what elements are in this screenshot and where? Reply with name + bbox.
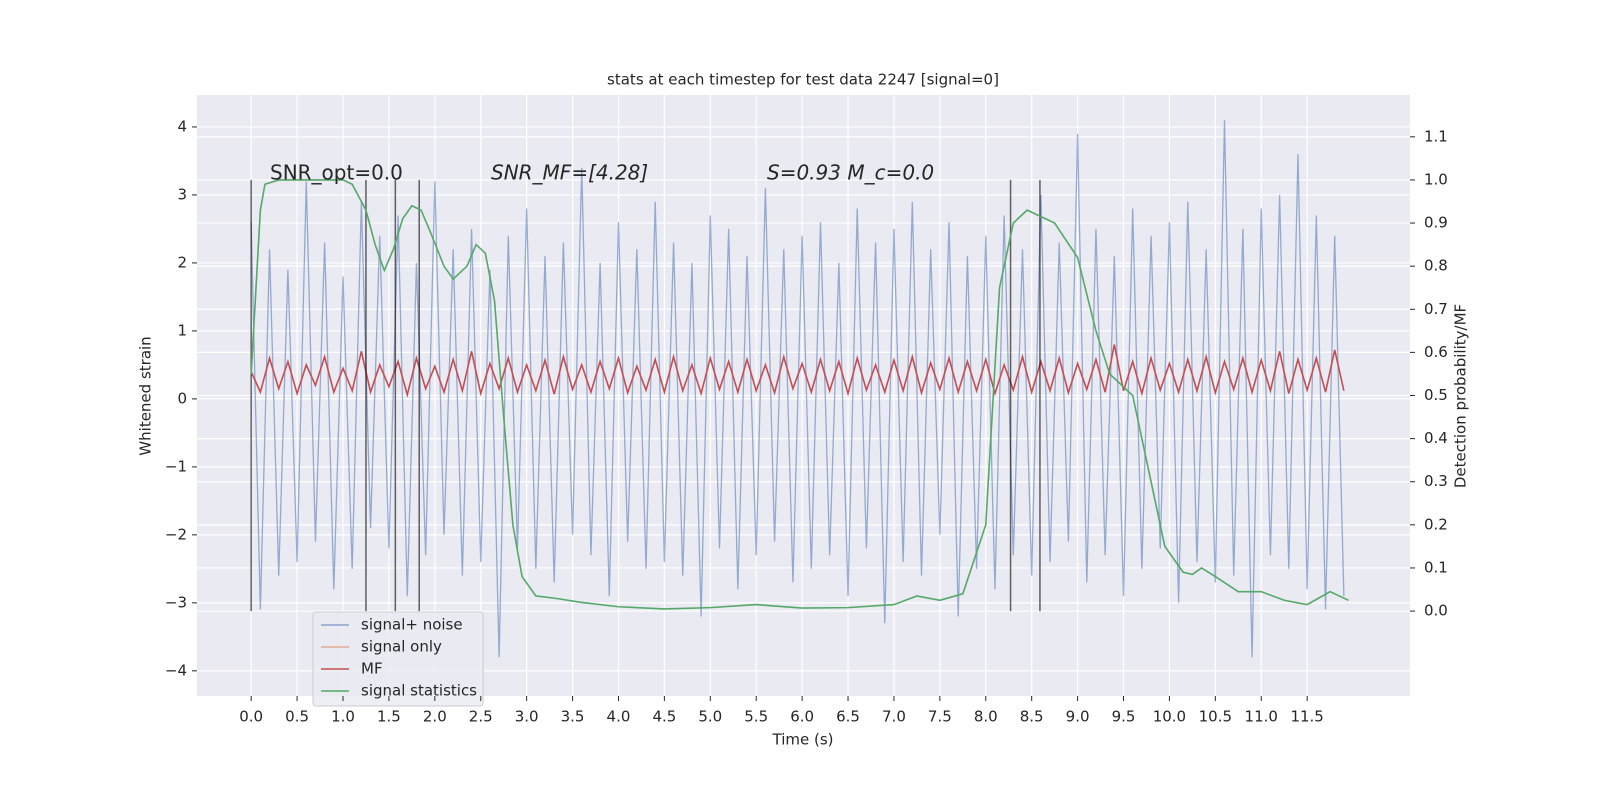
x-tick-label: 7.0	[882, 708, 906, 726]
legend-label: MF	[361, 660, 383, 678]
x-tick-label: 0.0	[239, 708, 263, 726]
x-tick-label: 5.5	[744, 708, 768, 726]
legend-label: signal statistics	[361, 682, 477, 700]
y-tick-label: 0	[177, 389, 187, 407]
x-tick-label: 6.0	[790, 708, 814, 726]
y2-tick-label: 0.9	[1424, 214, 1448, 232]
y2-tick-label: 0.2	[1424, 515, 1448, 533]
y2-tick-label: 0.7	[1424, 300, 1448, 318]
x-tick-label: 11.0	[1245, 708, 1278, 726]
x-tick-label: 10.5	[1199, 708, 1232, 726]
y-tick-label: −4	[165, 661, 187, 679]
y2-axis-label: Detection probability/MF	[1452, 304, 1470, 488]
y-tick-label: 4	[177, 117, 187, 135]
y-axis-label: Whitened strain	[137, 336, 155, 455]
x-tick-label: 4.0	[607, 708, 631, 726]
y2-tick-label: 0.8	[1424, 257, 1448, 275]
x-tick-label: 10.0	[1153, 708, 1186, 726]
x-tick-label: 4.5	[652, 708, 676, 726]
marks	[250, 120, 1349, 658]
x-tick-label: 11.5	[1290, 708, 1323, 726]
y2-tick-label: 0.5	[1424, 386, 1448, 404]
y2-tick-label: 1.1	[1424, 127, 1448, 145]
x-tick-label: 5.0	[698, 708, 722, 726]
y-tick-label: −1	[165, 457, 187, 475]
y2-tick-label: 0.0	[1424, 602, 1448, 620]
x-tick-label: 2.5	[469, 708, 493, 726]
annotation: S=0.93 M_c=0.0	[767, 161, 934, 185]
y2-tick-label: 0.4	[1424, 429, 1448, 447]
x-tick-label: 3.5	[561, 708, 585, 726]
legend-label: signal only	[361, 638, 442, 656]
x-tick-label: 6.5	[836, 708, 860, 726]
legend-box	[312, 611, 484, 707]
x-tick-label: 7.5	[928, 708, 952, 726]
legend: signal+ noise signal only MF signal statist…	[312, 611, 484, 707]
y-tick-label: 3	[177, 185, 187, 203]
y2-tick-label: 1.0	[1424, 170, 1448, 188]
x-tick-label: 1.5	[377, 708, 401, 726]
x-tick-label: 9.5	[1112, 708, 1136, 726]
y2-tick-label: 0.6	[1424, 343, 1448, 361]
series-line	[250, 120, 1345, 658]
x-tick-label: 1.0	[331, 708, 355, 726]
y-tick-label: −2	[165, 525, 187, 543]
y2-tick-label: 0.1	[1424, 558, 1448, 576]
y-tick-label: −3	[165, 593, 187, 611]
legend-label: signal+ noise	[361, 616, 463, 634]
x-tick-label: 2.0	[423, 708, 447, 726]
annotation: SNR_MF=[4.28]	[491, 161, 648, 185]
series-line	[250, 179, 1349, 610]
y-tick-label: 2	[177, 253, 187, 271]
x-tick-label: 0.5	[285, 708, 309, 726]
x-tick-label: 9.0	[1066, 708, 1090, 726]
chart-title: stats at each timestep for test data 224…	[607, 71, 999, 89]
y2-tick-label: 0.3	[1424, 472, 1448, 490]
x-tick-label: 8.5	[1020, 708, 1044, 726]
x-axis-label: Time (s)	[772, 731, 834, 749]
x-tick-label: 8.0	[974, 708, 998, 726]
x-tick-label: 3.0	[515, 708, 539, 726]
annotation: SNR_opt=0.0	[270, 161, 403, 185]
y-tick-label: 1	[177, 321, 187, 339]
series-line	[250, 344, 1345, 398]
